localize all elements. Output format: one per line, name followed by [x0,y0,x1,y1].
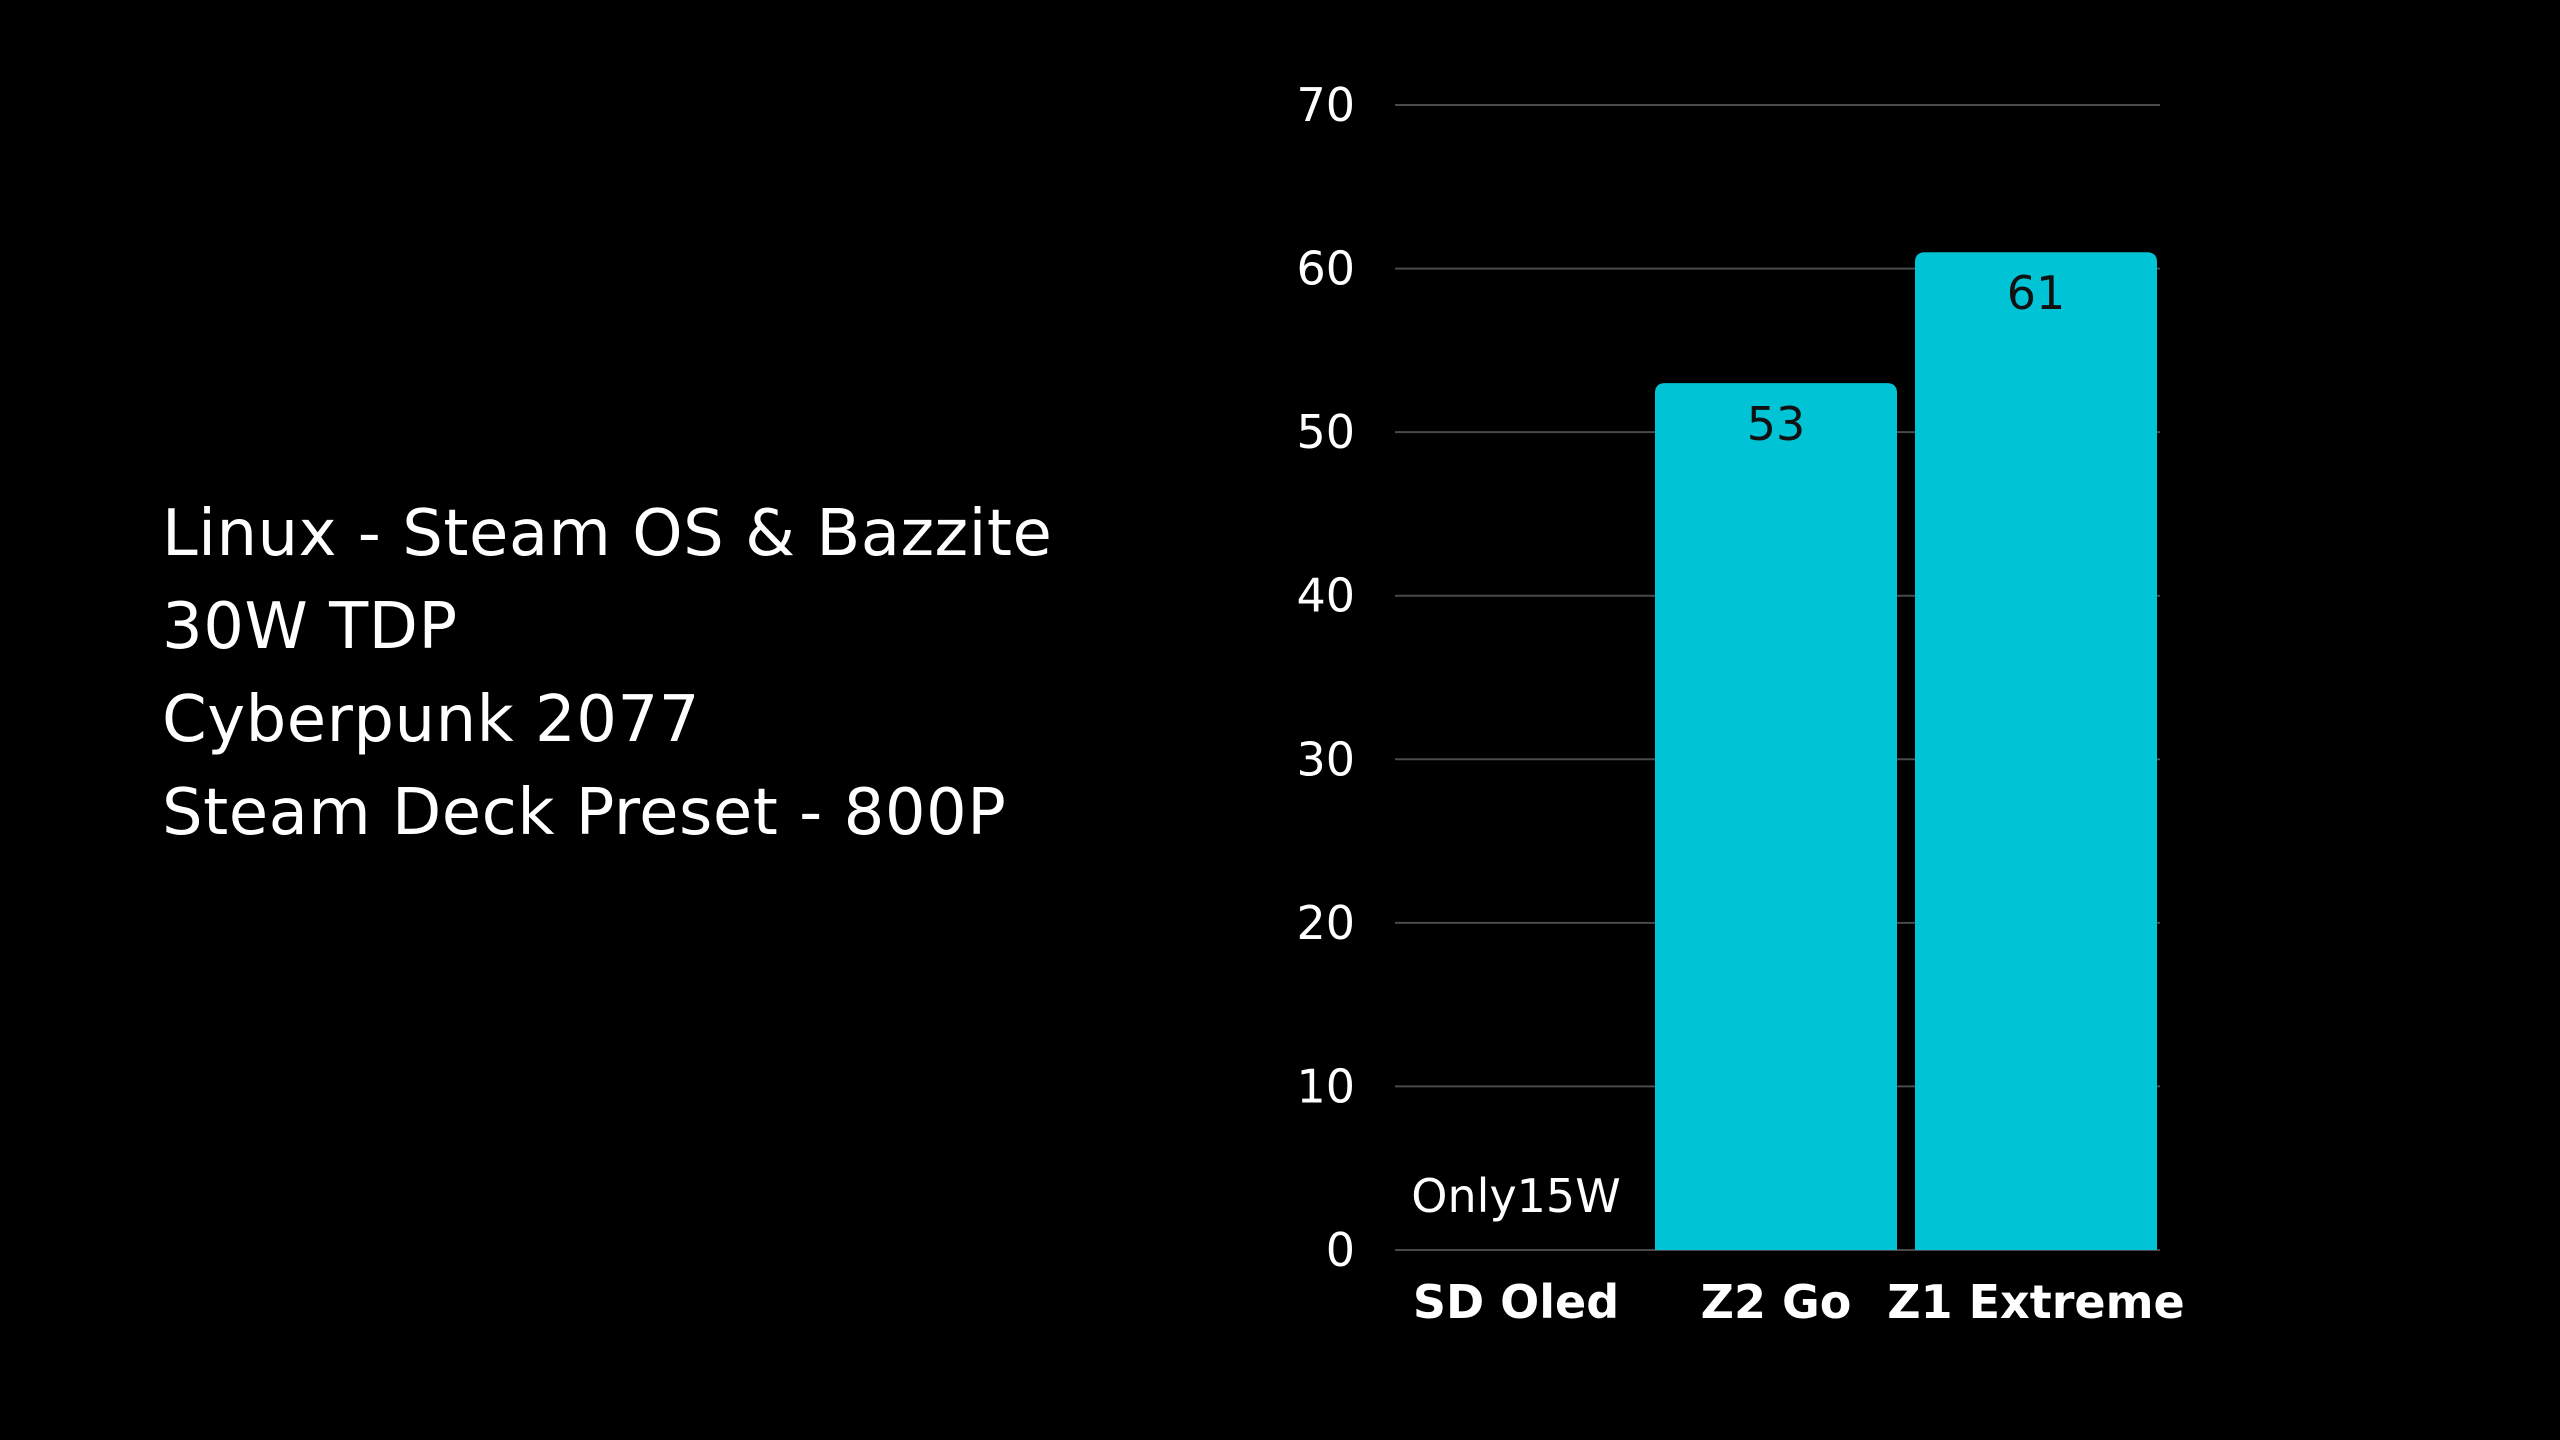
info-line-platform: Linux - Steam OS & Bazzite [162,497,1053,571]
data-label-z1-extreme: 61 [2007,266,2066,320]
y-tick-label-50: 50 [1296,405,1355,459]
annotation-sd-oled: Only15W [1411,1169,1620,1223]
info-line-game: Cyberpunk 2077 [162,683,700,757]
category-label-sd-oled: SD Oled [1413,1275,1619,1329]
benchmark-info-panel: Linux - Steam OS & Bazzite 30W TDP Cyber… [162,488,1222,860]
bar-z1-extreme [1915,252,2157,1250]
y-tick-label-40: 40 [1296,569,1355,623]
category-label-z2-go: Z2 Go [1701,1275,1852,1329]
y-axis-ticks: 0 10 20 30 40 50 60 70 [1296,78,1355,1277]
x-axis-categories: SD Oled Z2 Go Z1 Extreme [1413,1275,2185,1329]
data-label-z2-go: 53 [1747,397,1806,451]
bars [1655,252,2157,1251]
data-labels: 53 61 [1747,266,2066,451]
info-line-preset: Steam Deck Preset - 800P [162,776,1007,850]
info-line-tdp: 30W TDP [162,590,458,664]
category-label-z1-extreme: Z1 Extreme [1887,1275,2184,1329]
y-tick-label-10: 10 [1296,1059,1355,1113]
y-tick-label-60: 60 [1296,242,1355,296]
y-tick-label-70: 70 [1296,78,1355,132]
y-tick-label-30: 30 [1296,732,1355,786]
annotations: Only15W [1411,1169,1620,1223]
y-tick-label-20: 20 [1296,896,1355,950]
y-tick-label-0: 0 [1326,1223,1355,1277]
bar-z2-go [1655,383,1897,1251]
